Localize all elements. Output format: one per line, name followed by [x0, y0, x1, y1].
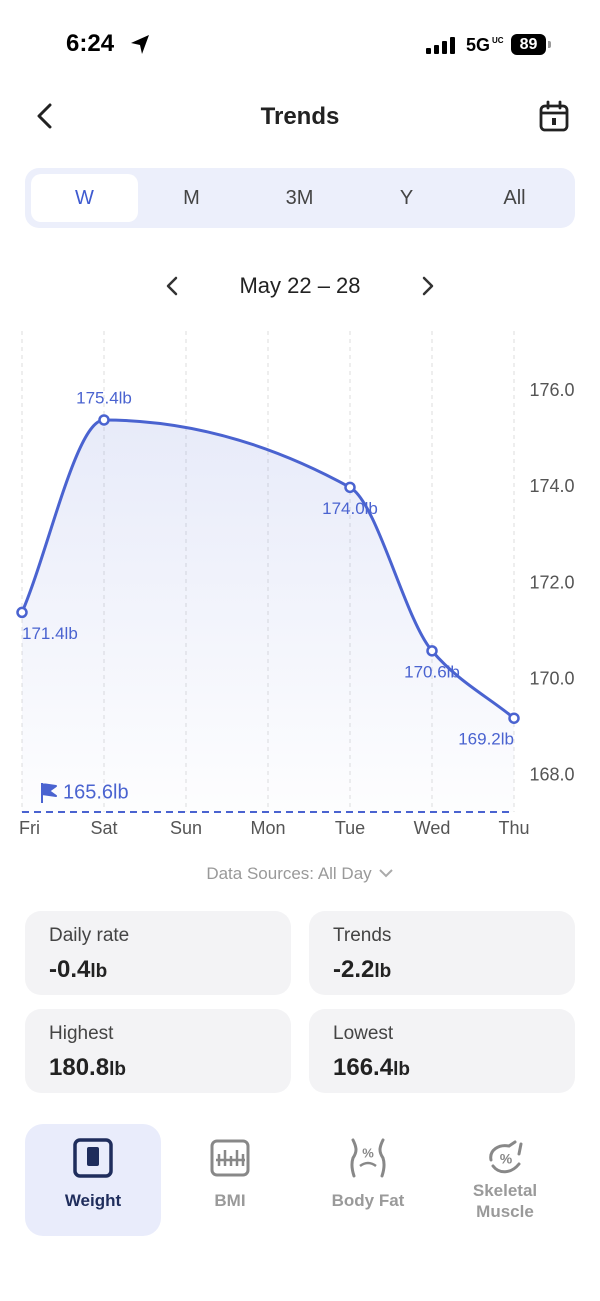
status-time: 6:24 — [66, 30, 115, 57]
bmi-icon — [210, 1139, 250, 1177]
stat-value: -0.4lb — [49, 956, 107, 984]
tab[interactable]: W — [31, 174, 138, 222]
stat-value: -2.2lb — [333, 956, 391, 984]
location-icon — [131, 35, 149, 54]
x-tick-label: Fri — [19, 818, 40, 838]
tab[interactable]: 3M — [285, 187, 314, 209]
battery-tip — [548, 41, 551, 48]
tab[interactable]: Y — [399, 187, 414, 209]
x-tick-label: Mon — [250, 818, 285, 838]
skeletal-muscle-icon: % — [489, 1140, 523, 1174]
x-tick-label: Sun — [170, 818, 202, 838]
goal-flag — [41, 783, 57, 803]
nav-label: Body Fat — [331, 1191, 405, 1210]
goal-label: 165.6lb — [63, 781, 129, 803]
date-range: May 22 – 28 — [239, 273, 361, 298]
stat-number: -2.2 — [333, 956, 375, 983]
y-tick-label: 174.0 — [529, 476, 574, 496]
stat-label: Trends — [333, 925, 392, 946]
point — [98, 414, 110, 426]
area — [22, 419, 514, 812]
nav-item[interactable]: BMI — [162, 1124, 298, 1236]
stat-card: Trends -2.2lb — [309, 911, 575, 995]
point — [508, 712, 520, 724]
period-tabs: W M 3M Y All — [25, 168, 575, 228]
tab[interactable]: All — [503, 187, 526, 209]
network-badge: UC — [492, 36, 504, 45]
nav-item[interactable]: Weight — [25, 1124, 161, 1236]
body-fat-icon: % — [350, 1138, 386, 1178]
back-button[interactable] — [30, 100, 60, 132]
dropdown-icon — [378, 869, 393, 878]
stat-number: 166.4 — [333, 1054, 394, 1081]
stat-card: Lowest 166.4lb — [309, 1009, 575, 1093]
x-tick-label: Wed — [414, 818, 451, 838]
page-title: Trends — [260, 103, 340, 130]
y-tick-label: 170.0 — [529, 668, 574, 688]
signal-icon — [426, 37, 455, 54]
network: 5G — [466, 35, 491, 55]
stat-number: -0.4 — [49, 956, 91, 983]
data-label: 169.2lb — [458, 730, 514, 749]
data-label: 174.0lb — [322, 499, 378, 518]
chart: 165.6lb Fri Sat Sun Mon Tue Wed Thu 168.0 170.0 1… — [16, 331, 575, 838]
stat-card: Daily rate -0.4lb — [25, 911, 291, 995]
nav-label: BMI — [214, 1191, 246, 1210]
nav-label: Weight — [64, 1191, 122, 1210]
data-sources[interactable]: Data Sources: All Day — [0, 864, 600, 884]
y-tick-label: 176.0 — [529, 380, 574, 400]
x-tick-label: Sat — [90, 818, 117, 838]
data-label: 170.6lb — [404, 662, 460, 681]
line — [20, 418, 515, 720]
y-tick-label: 172.0 — [529, 572, 574, 592]
stat-value: 180.8lb — [49, 1054, 126, 1082]
stat-number: 180.8 — [49, 1054, 110, 1081]
point — [426, 645, 438, 657]
stat-label: Daily rate — [49, 925, 130, 946]
stat-unit: lb — [393, 1059, 410, 1080]
nav-item[interactable]: % Skeletal Muscle — [437, 1124, 573, 1236]
stat-label: Lowest — [333, 1023, 394, 1044]
x-tick-label: Thu — [498, 818, 529, 838]
data-label: 175.4lb — [76, 388, 132, 407]
data-label: 171.4lb — [22, 624, 78, 643]
calendar-button[interactable] — [538, 100, 570, 132]
svg-text:%: % — [362, 1145, 374, 1160]
prev-button[interactable] — [162, 275, 182, 297]
nav-label: Skeletal Muscle — [472, 1181, 538, 1221]
stat-label: Highest — [49, 1023, 114, 1044]
stat-unit: lb — [109, 1059, 126, 1080]
point — [16, 606, 28, 619]
x-tick-label: Tue — [335, 818, 365, 838]
next-button[interactable] — [418, 275, 438, 297]
svg-text:%: % — [500, 1151, 513, 1167]
weight-icon — [73, 1138, 113, 1178]
stat-unit: lb — [374, 961, 392, 982]
point — [344, 481, 356, 494]
battery: 89 — [511, 34, 546, 55]
stat-value: 166.4lb — [333, 1054, 410, 1082]
data-sources-label: Data Sources: All Day — [206, 864, 372, 883]
nav-item[interactable]: % Body Fat — [300, 1124, 436, 1236]
tab[interactable]: M — [183, 187, 200, 209]
y-tick-label: 168.0 — [529, 765, 574, 785]
stat-unit: lb — [90, 961, 108, 982]
stat-card: Highest 180.8lb — [25, 1009, 291, 1093]
